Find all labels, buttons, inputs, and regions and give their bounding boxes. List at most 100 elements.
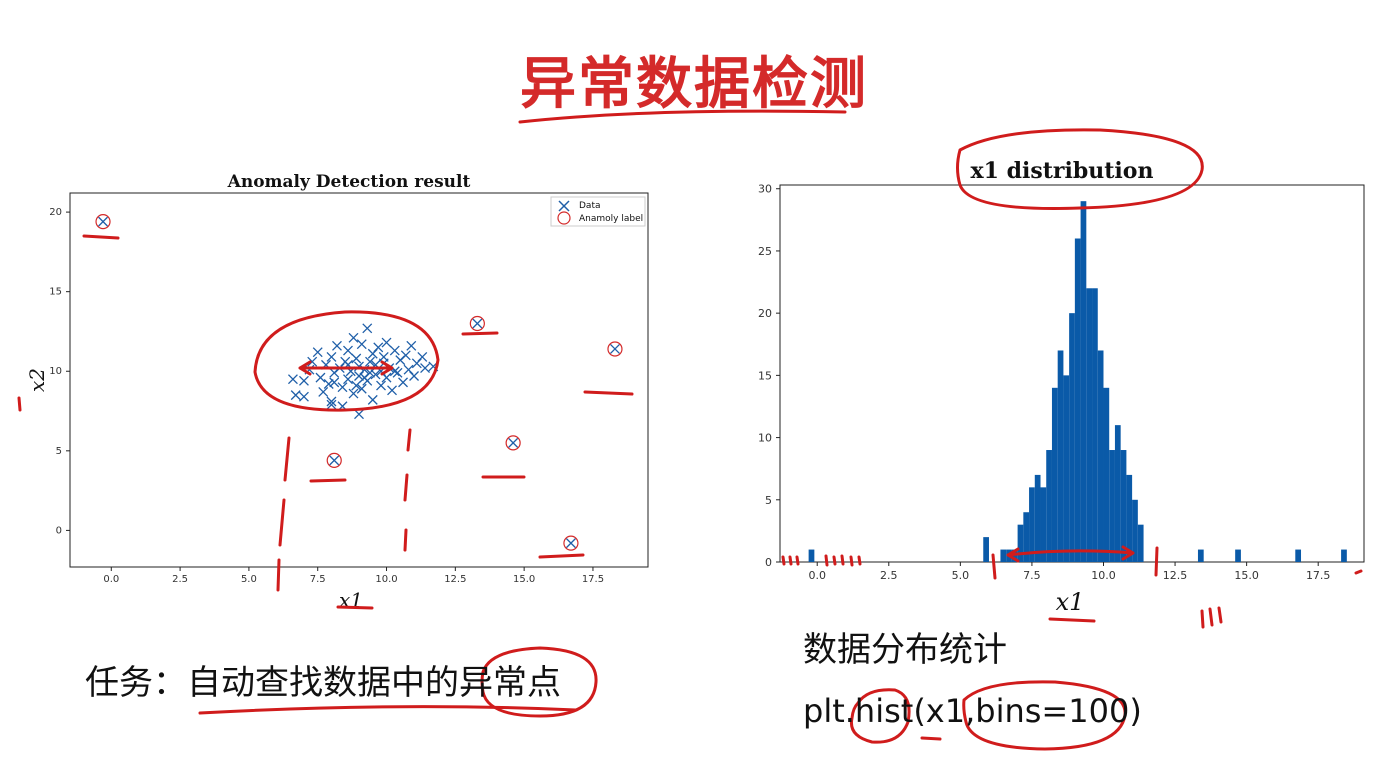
data-point — [329, 377, 340, 388]
data-point — [323, 379, 334, 389]
y-tick-label: 15 — [758, 369, 772, 382]
data-point — [343, 345, 353, 356]
histogram-bar — [1197, 549, 1204, 562]
slide-title: 异常数据检测 — [520, 52, 868, 117]
x1-hist-label-underline — [1048, 617, 1096, 623]
scatter-anomaly-dash — [461, 331, 499, 336]
histogram-bar — [1051, 387, 1058, 562]
histogram-bar — [1120, 450, 1127, 562]
x-tick-label: 0.0 — [808, 569, 826, 582]
y-tick-label: 10 — [758, 432, 772, 445]
histogram-bar — [1137, 524, 1144, 562]
histogram-bar — [1132, 499, 1138, 562]
task-caption: 任务：自动查找数据中的异常点 — [85, 663, 561, 703]
anomaly-data-point — [329, 455, 340, 466]
histogram-bar — [1063, 375, 1070, 562]
hist-range-line — [991, 553, 997, 580]
anomaly-data-point — [508, 437, 519, 448]
histogram-bar — [1103, 387, 1110, 562]
histogram-bar — [1109, 450, 1115, 562]
x-tick-label: 12.5 — [1163, 569, 1188, 582]
x-axis-label: x1 — [1056, 588, 1085, 616]
hist-range-arrow — [1006, 545, 1135, 563]
data-point — [356, 383, 367, 394]
data-point — [389, 345, 400, 356]
data-point — [348, 332, 359, 343]
data-point — [392, 367, 403, 378]
histogram-bar — [1029, 487, 1035, 562]
data-point — [409, 371, 420, 381]
data-point — [326, 351, 337, 362]
histogram-bar — [1069, 313, 1075, 562]
data-point — [362, 323, 373, 334]
x-tick-label: 17.5 — [1306, 569, 1331, 582]
histogram-bar — [1235, 549, 1241, 562]
y-tick-label: 30 — [758, 183, 772, 196]
histogram-bar — [1092, 288, 1098, 562]
histogram-bar — [1341, 549, 1347, 562]
data-point — [381, 337, 392, 348]
y-tick-label: 0 — [765, 556, 772, 569]
data-point — [287, 374, 298, 385]
y-tick-label: 25 — [758, 245, 772, 258]
histogram-bar — [808, 549, 815, 562]
hist-edge-dot — [1354, 569, 1363, 575]
histogram-bar — [1023, 512, 1030, 562]
y-axis-label-text: x2 — [25, 368, 49, 392]
histogram-bar — [983, 537, 989, 562]
y-tick-label: 0 — [56, 525, 62, 536]
histogram-bar — [1086, 288, 1093, 562]
data-point — [406, 340, 417, 351]
hist-tally-marks — [1200, 606, 1223, 629]
data-point — [343, 374, 353, 385]
data-point — [332, 340, 342, 351]
y-tick-label: 15 — [49, 287, 62, 298]
data-point — [420, 363, 431, 374]
y-tick-label: 5 — [56, 446, 62, 457]
anomaly-data-point — [472, 318, 483, 329]
histogram-bar — [1057, 350, 1064, 562]
scatter-anomaly-dash — [309, 478, 347, 483]
data-point — [376, 380, 386, 391]
data-point — [318, 386, 329, 397]
hist-stats-caption: 数据分布统计 — [803, 630, 1007, 670]
data-point — [298, 375, 309, 386]
data-point — [367, 394, 378, 405]
histogram-bar — [1126, 474, 1133, 562]
y-tick-label: 20 — [49, 207, 62, 218]
hist-title-circle — [956, 128, 1204, 210]
legend-data-label: Data — [579, 201, 601, 211]
scatter-cluster-arrow — [298, 360, 394, 376]
data-point — [365, 356, 375, 367]
histogram-bar — [1295, 549, 1302, 562]
chart-title: x1 distribution — [971, 158, 1154, 184]
y-tick-label: 10 — [49, 366, 62, 377]
data-point — [326, 396, 337, 407]
x-tick-label: 5.0 — [952, 569, 970, 582]
data-point — [351, 380, 362, 391]
data-point — [307, 356, 318, 367]
histogram-bar — [1114, 425, 1121, 562]
x2-label-mark — [17, 396, 22, 412]
x-tick-label: 12.5 — [444, 574, 466, 585]
x1-histogram-chart: x1 distribution 0.0 2.5 5.0 7.5 10.0 12.5 15.0 1… — [758, 158, 1365, 616]
data-point — [312, 347, 323, 358]
y-tick-label: 20 — [758, 307, 772, 320]
anomaly-marker — [563, 535, 579, 551]
anomaly-scatter-chart: Anomaly Detection result 0.0 2.5 5.0 7.5 10.0… — [25, 172, 649, 612]
data-point — [298, 391, 309, 402]
data-point — [370, 369, 381, 380]
code-hist-circle — [849, 688, 911, 744]
caption-anomaly-circle — [480, 646, 598, 718]
scatter-anomaly-dash — [82, 234, 120, 240]
histogram-bar — [1017, 524, 1024, 562]
anomaly-marker — [505, 435, 521, 451]
data-point — [398, 377, 408, 388]
plot-frame — [69, 192, 649, 568]
histogram-bar — [1000, 549, 1007, 562]
anomaly-marker — [95, 214, 111, 230]
code-caption: plt.hist(x1,bins=100) — [803, 692, 1142, 730]
histogram-bar — [1097, 350, 1104, 562]
histogram-bar — [1034, 474, 1041, 562]
